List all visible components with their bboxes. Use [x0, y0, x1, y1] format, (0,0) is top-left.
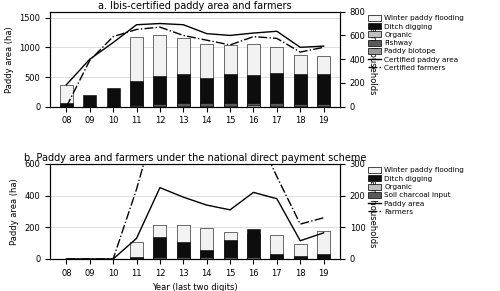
X-axis label: Year (last two digits): Year (last two digits) — [152, 283, 238, 291]
Bar — [294, 244, 306, 259]
Bar — [60, 103, 73, 107]
Bar — [200, 44, 213, 107]
Bar — [130, 258, 143, 259]
Bar — [60, 85, 73, 107]
Bar — [247, 258, 260, 259]
Bar — [294, 106, 306, 107]
Bar — [177, 225, 190, 259]
Bar — [200, 78, 213, 107]
Bar — [177, 74, 190, 107]
Bar — [294, 256, 306, 259]
Legend: Winter paddy flooding, Ditch digging, Organic, Soil charcoal input, Paddy area, : Winter paddy flooding, Ditch digging, Or… — [367, 166, 466, 217]
Bar — [224, 240, 236, 259]
Title: a. Ibis-certified paddy area and farmers: a. Ibis-certified paddy area and farmers — [98, 1, 292, 11]
Bar — [177, 103, 190, 107]
Bar — [270, 73, 283, 107]
Bar — [270, 235, 283, 259]
Bar — [130, 242, 143, 259]
Bar — [177, 242, 190, 259]
Bar — [270, 254, 283, 259]
Bar — [200, 228, 213, 259]
Bar — [154, 104, 166, 107]
Bar — [247, 44, 260, 107]
Y-axis label: Paddy area (ha): Paddy area (ha) — [4, 26, 14, 93]
Bar — [177, 38, 190, 107]
Y-axis label: Farm households: Farm households — [368, 176, 376, 247]
Bar — [200, 103, 213, 107]
Bar — [317, 106, 330, 107]
Bar — [247, 75, 260, 107]
Bar — [130, 258, 143, 259]
Bar — [317, 254, 330, 259]
Bar — [247, 235, 260, 259]
Bar — [317, 104, 330, 107]
Bar — [270, 47, 283, 107]
Bar — [224, 106, 236, 107]
Bar — [317, 56, 330, 107]
Bar — [130, 81, 143, 107]
Bar — [154, 225, 166, 259]
Bar — [247, 103, 260, 107]
Bar — [154, 237, 166, 259]
Legend: Winter paddy flooding, Ditch digging, Organic, Fishway, Paddy biotope, Certified: Winter paddy flooding, Ditch digging, Or… — [367, 13, 466, 72]
Bar — [270, 103, 283, 107]
Bar — [224, 103, 236, 107]
Bar — [224, 45, 236, 107]
Bar — [154, 35, 166, 107]
Bar — [317, 258, 330, 259]
Bar — [130, 106, 143, 107]
Bar — [294, 104, 306, 107]
Bar — [247, 105, 260, 107]
Bar — [130, 37, 143, 107]
Bar — [294, 55, 306, 107]
Bar — [294, 74, 306, 107]
Bar — [317, 74, 330, 107]
Bar — [200, 106, 213, 107]
Title: b. Paddy area and farmers under the national direct payment scheme: b. Paddy area and farmers under the nati… — [24, 153, 366, 163]
Bar — [270, 106, 283, 107]
Bar — [247, 229, 260, 259]
Bar — [177, 257, 190, 259]
Bar — [224, 74, 236, 107]
Bar — [106, 88, 120, 107]
Bar — [200, 257, 213, 259]
Bar — [224, 232, 236, 259]
Y-axis label: Farm households: Farm households — [368, 24, 376, 95]
Bar — [154, 106, 166, 107]
Bar — [130, 105, 143, 107]
Bar — [317, 231, 330, 259]
Bar — [200, 250, 213, 259]
Bar — [224, 258, 236, 259]
Bar — [154, 257, 166, 259]
Bar — [270, 258, 283, 259]
Bar — [294, 258, 306, 259]
Bar — [154, 77, 166, 107]
Bar — [177, 106, 190, 107]
Y-axis label: Paddy area (ha): Paddy area (ha) — [10, 178, 19, 245]
Bar — [84, 95, 96, 107]
